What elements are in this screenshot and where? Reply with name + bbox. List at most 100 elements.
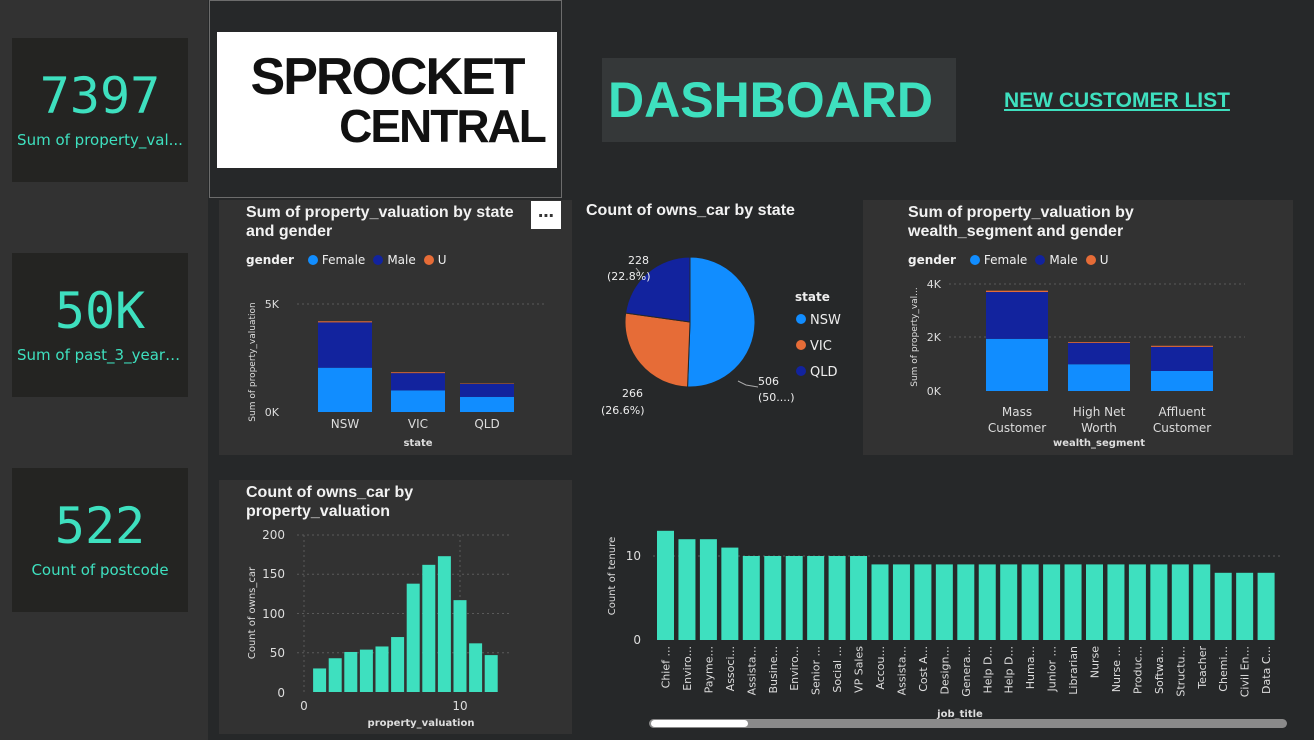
kpi-card-postcode-count[interactable]: 522 Count of postcode xyxy=(12,468,188,612)
wealth-gender-chart-panel[interactable] xyxy=(863,200,1293,455)
female-legend-dot xyxy=(307,255,318,265)
job-title-bar[interactable] xyxy=(1064,564,1082,640)
job-title-bar[interactable] xyxy=(807,556,825,640)
legend-item-male[interactable]: Male xyxy=(1049,253,1078,267)
new-customer-list-link[interactable]: NEW CUSTOMER LIST xyxy=(1004,89,1230,112)
job-title-bar[interactable] xyxy=(871,564,889,640)
histogram-bar[interactable] xyxy=(375,646,389,692)
legend-item-male[interactable]: Male xyxy=(387,253,416,267)
u-legend-dot xyxy=(423,255,434,265)
job-title-bar[interactable] xyxy=(699,539,717,640)
legend-item-u[interactable]: U xyxy=(1099,253,1109,267)
pie-slice-nsw[interactable] xyxy=(687,256,756,388)
category-label: Cost A... xyxy=(917,646,930,692)
pie-label-count: 506 xyxy=(758,375,779,388)
bar-high-net-worth-u[interactable] xyxy=(1068,342,1130,343)
bar-affluent-customer-u[interactable] xyxy=(1151,345,1213,347)
job-title-bar[interactable] xyxy=(1236,572,1254,640)
histogram-bar[interactable] xyxy=(453,600,467,692)
pie-slice-qld[interactable] xyxy=(625,256,691,323)
scrollbar-thumb[interactable] xyxy=(651,720,748,727)
job-title-bar[interactable] xyxy=(678,539,696,640)
y-tick-label: 0 xyxy=(633,633,641,647)
histogram-bar[interactable] xyxy=(406,583,420,692)
kpi-card-property-valuation[interactable]: 7397 Sum of property_val... xyxy=(12,38,188,182)
bar-vic-male[interactable] xyxy=(391,373,445,391)
legend-item-female[interactable]: Female xyxy=(983,253,1028,267)
bar-high-net-worth-male[interactable] xyxy=(1068,342,1130,365)
category-label: Worth xyxy=(1081,421,1117,435)
legend-item-qld[interactable]: QLD xyxy=(810,365,838,380)
job-title-bar[interactable] xyxy=(978,564,996,640)
job-title-bar[interactable] xyxy=(1128,564,1146,640)
histogram-bar[interactable] xyxy=(313,668,327,692)
bar-high-net-worth-female[interactable] xyxy=(1068,364,1130,391)
pie-label-count: 266 xyxy=(622,387,643,400)
legend-item-nsw[interactable]: NSW xyxy=(810,313,841,328)
y-tick-label: 50 xyxy=(270,646,285,660)
job-title-bar[interactable] xyxy=(892,564,910,640)
owns-car-histogram: 200 150 100 50 0 Count of owns_car 0 10 … xyxy=(247,528,511,729)
bar-qld-female[interactable] xyxy=(460,396,514,412)
job-title-bar[interactable] xyxy=(850,556,868,640)
x-tick-label: 10 xyxy=(452,699,467,713)
job-title-bar[interactable] xyxy=(742,556,760,640)
job-title-bar[interactable] xyxy=(785,556,803,640)
bar-nsw-female[interactable] xyxy=(318,367,372,412)
category-label: Genera... xyxy=(960,646,973,697)
category-label: Nurse xyxy=(1089,646,1102,678)
legend-item-u[interactable]: U xyxy=(437,253,447,267)
job-title-bar[interactable] xyxy=(657,530,674,640)
kpi-card-past-3-years[interactable]: 50K Sum of past_3_years... xyxy=(12,253,188,397)
state-gender-chart: 5K 0K Sum of property_valuation NSW VIC QL… xyxy=(248,298,545,449)
histogram-bar[interactable] xyxy=(437,556,451,692)
bar-mass-customer-female[interactable] xyxy=(986,338,1048,391)
bar-qld-male[interactable] xyxy=(460,383,514,397)
category-label: Social ... xyxy=(831,646,844,693)
bars-group xyxy=(657,530,1275,640)
histogram-bar[interactable] xyxy=(422,564,436,692)
more-options-button[interactable]: ⋯ xyxy=(531,201,561,229)
job-title-bar[interactable] xyxy=(1214,572,1232,640)
y-tick-label: 5K xyxy=(265,298,280,311)
job-title-bar[interactable] xyxy=(1193,564,1211,640)
job-title-bar[interactable] xyxy=(721,547,739,640)
histogram-bar[interactable] xyxy=(469,643,483,692)
job-title-bar[interactable] xyxy=(1257,572,1275,640)
legend-item-female[interactable]: Female xyxy=(321,253,366,267)
job-title-bar[interactable] xyxy=(1086,564,1103,640)
vic-legend-dot xyxy=(796,340,806,350)
job-title-bar[interactable] xyxy=(1021,564,1039,640)
pie-label-count: 228 xyxy=(628,254,649,267)
bar-nsw-male[interactable] xyxy=(318,322,372,368)
histogram-bar[interactable] xyxy=(484,655,498,692)
histogram-bar[interactable] xyxy=(328,658,342,692)
bar-mass-customer-male[interactable] xyxy=(986,292,1048,339)
y-tick-label: 0 xyxy=(277,686,285,700)
female-legend-dot xyxy=(969,255,980,265)
bar-nsw-u[interactable] xyxy=(318,321,372,323)
job-title-bar[interactable] xyxy=(828,556,846,640)
pie-slice-vic[interactable] xyxy=(624,312,691,388)
bar-mass-customer-u[interactable] xyxy=(986,290,1048,293)
job-title-bar[interactable] xyxy=(1171,564,1189,640)
histogram-bar[interactable] xyxy=(391,637,405,692)
job-title-bar[interactable] xyxy=(1043,564,1061,640)
y-axis-label: Count of owns_car xyxy=(247,566,258,659)
bar-affluent-customer-female[interactable] xyxy=(1151,370,1213,391)
job-title-bar[interactable] xyxy=(914,564,932,640)
job-title-bar[interactable] xyxy=(764,556,782,640)
job-title-bar[interactable] xyxy=(957,564,975,640)
bar-vic-female[interactable] xyxy=(391,390,445,412)
job-title-bar[interactable] xyxy=(935,564,953,640)
job-title-bar[interactable] xyxy=(1107,564,1125,640)
legend-item-vic[interactable]: VIC xyxy=(810,339,832,354)
histogram-bar[interactable] xyxy=(344,651,358,692)
bar-affluent-customer-male[interactable] xyxy=(1151,346,1213,371)
bar-vic-u[interactable] xyxy=(391,372,445,374)
job-title-bar[interactable] xyxy=(1150,564,1168,640)
histogram-bar[interactable] xyxy=(359,649,373,692)
horizontal-scrollbar[interactable] xyxy=(649,719,1287,728)
job-title-bar[interactable] xyxy=(1000,564,1018,640)
state-gender-chart-panel[interactable] xyxy=(219,200,572,455)
